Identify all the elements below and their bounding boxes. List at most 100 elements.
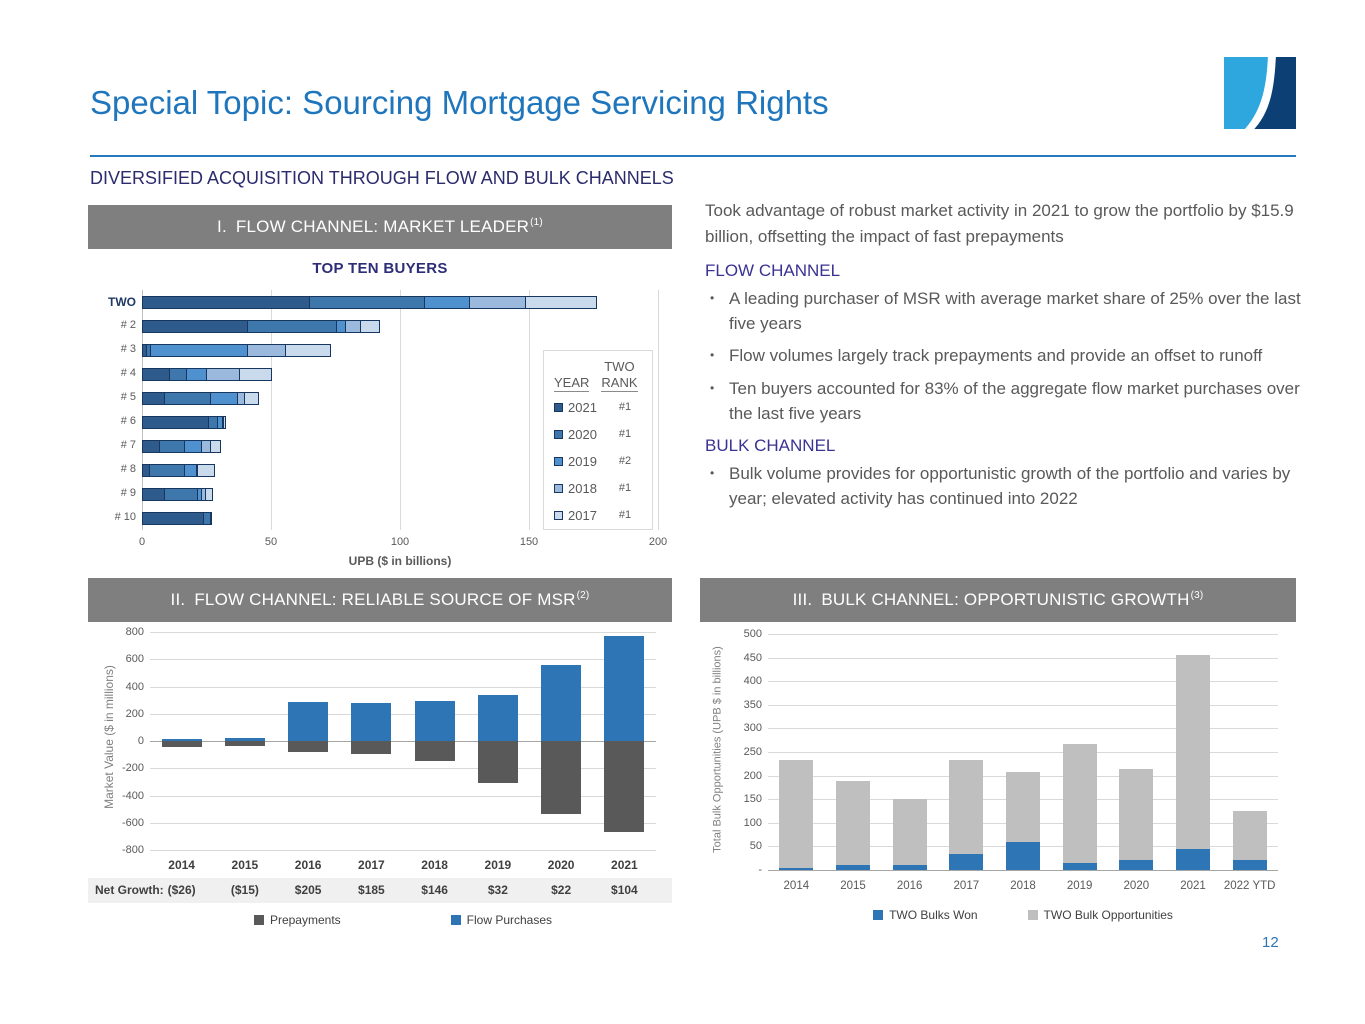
bar-Prepayments (288, 741, 329, 752)
bar-category-label: # 2 (120, 319, 136, 331)
bar-Flow Purchases (477, 694, 518, 741)
bar-segment-2020 (159, 439, 185, 453)
y-tick-label: 800 (125, 626, 144, 638)
gridline-horizontal (150, 795, 656, 797)
legend-row-2019: 2019 #2 (544, 448, 652, 475)
y-tick-label: 500 (743, 628, 762, 640)
bar-segment-2020 (246, 319, 338, 333)
bar-Flow Purchases (351, 702, 392, 741)
x-category-label: 2018 (1010, 880, 1036, 892)
gridline-horizontal (150, 632, 656, 633)
bar-TWO Bulk Opportunities (892, 799, 927, 865)
legend-rank-header: TWO RANK (601, 359, 638, 393)
gridline-vertical (142, 290, 143, 530)
x-category-label: 2020 (1123, 880, 1150, 892)
legend-label: TWO Bulks Won (889, 908, 978, 922)
x-category-label: 2019 (484, 858, 512, 872)
legend-year-value: 2019 (568, 453, 597, 469)
bar-segment-2019 (209, 511, 213, 525)
y-tick-label: 400 (125, 680, 144, 693)
bar-segment-2020 (148, 463, 185, 477)
legend-rank-value: #1 (618, 509, 632, 521)
gridline-horizontal (768, 704, 1278, 706)
net-growth-value: $22 (551, 883, 572, 897)
flow-channel-heading: FLOW CHANNEL (705, 261, 841, 280)
bar-Prepayments (477, 741, 518, 783)
bar-TWO Bulk Opportunities (1062, 744, 1097, 863)
bar-category-label: # 5 (120, 391, 136, 403)
bar-row (142, 463, 216, 477)
bar-segment-2019 (183, 439, 202, 453)
bar-Flow Purchases (161, 738, 202, 741)
legend-year-value: 2020 (568, 426, 597, 442)
chart-title: TOP TEN BUYERS (312, 260, 448, 277)
bar-TWO Bulks Won (1119, 859, 1154, 870)
chart-bulk-opportunistic-growth: Total Bulk Opportunities (UPB $ in billi… (700, 624, 1296, 940)
x-tick-label: 0 (138, 536, 146, 548)
bar-TWO Bulk Opportunities (779, 760, 814, 868)
legend-rank-value: #1 (618, 428, 632, 440)
gridline-horizontal (150, 741, 656, 742)
x-category-label: 2015 (231, 858, 259, 872)
y-tick-label: 100 (743, 816, 762, 829)
y-axis-title: Total Bulk Opportunities (UPB $ in billi… (711, 646, 724, 853)
gridline-horizontal (768, 752, 1278, 753)
legend-rank-value: #1 (618, 401, 632, 413)
bar-row (142, 343, 332, 357)
bar-TWO Bulks Won (1006, 841, 1040, 870)
bar-segment-2017 (197, 463, 216, 477)
legend-year-value: 2017 (568, 507, 597, 523)
bar-segment-2021 (142, 391, 166, 405)
bar-TWO Bulk Opportunities (1119, 768, 1154, 860)
section-2-numeral: II. (170, 590, 186, 609)
gridline-horizontal (768, 681, 1278, 683)
gridline-vertical (529, 290, 530, 530)
bar-Flow Purchases (604, 636, 645, 741)
legend-item-Prepayments: Prepayments (253, 913, 341, 927)
x-category-label: 2021 (611, 858, 638, 872)
bar-TWO Bulks Won (1176, 848, 1210, 870)
bar-Prepayments (161, 741, 202, 747)
bulk-channel-heading: BULK CHANNEL (705, 436, 836, 456)
bar-segment-2018 (345, 319, 361, 333)
y-tick-label: 350 (743, 698, 762, 711)
x-tick-label: 100 (390, 536, 410, 548)
y-tick-label: -600 (121, 816, 144, 829)
x-tick-label: 150 (519, 536, 539, 548)
y-tick-label: 450 (743, 651, 762, 664)
bar-TWO Bulks Won (1062, 862, 1097, 870)
x-category-label: 2014 (168, 858, 195, 872)
y-tick-label: -800 (121, 844, 144, 856)
y-tick-label: 200 (125, 707, 144, 720)
gridline-horizontal (768, 870, 1278, 871)
bar-segment-2019 (209, 391, 239, 405)
legend-swatch-icon (554, 402, 563, 412)
gridline-horizontal (150, 822, 656, 824)
legend-header-row: YEAR TWO RANK (544, 351, 652, 394)
bar-Flow Purchases (224, 737, 265, 741)
bar-segment-2017 (524, 295, 598, 309)
legend-swatch-icon (554, 429, 563, 439)
x-tick-label: 200 (648, 536, 668, 548)
flow-bullet-2: Flow volumes largely track prepayments a… (705, 344, 1305, 369)
legend-row-2021: 2021 #1 (544, 394, 652, 421)
page-title: Special Topic: Sourcing Mortgage Servici… (90, 84, 829, 121)
x-tick-label: 50 (264, 536, 278, 548)
x-category-label: 2021 (1180, 880, 1206, 892)
bar-segment-2020 (169, 367, 188, 381)
gridline-vertical (658, 290, 659, 530)
bar-category-label: TWO (108, 295, 136, 309)
gridline-horizontal (768, 634, 1278, 635)
legend-swatch-icon (554, 483, 563, 493)
y-tick-label: 300 (743, 722, 762, 735)
slide-subtitle: DIVERSIFIED ACQUISITION THROUGH FLOW AND… (90, 168, 674, 188)
bar-Prepayments (224, 741, 265, 747)
bar-segment-2019 (423, 295, 471, 309)
gridline-horizontal (150, 686, 656, 688)
chart-plot-area (768, 634, 1278, 871)
bar-category-label: # 10 (114, 511, 136, 523)
section-3-footnote-marker: (3) (1190, 589, 1204, 601)
bar-segment-2017 (205, 487, 213, 501)
bar-Prepayments (541, 741, 582, 815)
y-tick-label: 50 (749, 840, 762, 853)
